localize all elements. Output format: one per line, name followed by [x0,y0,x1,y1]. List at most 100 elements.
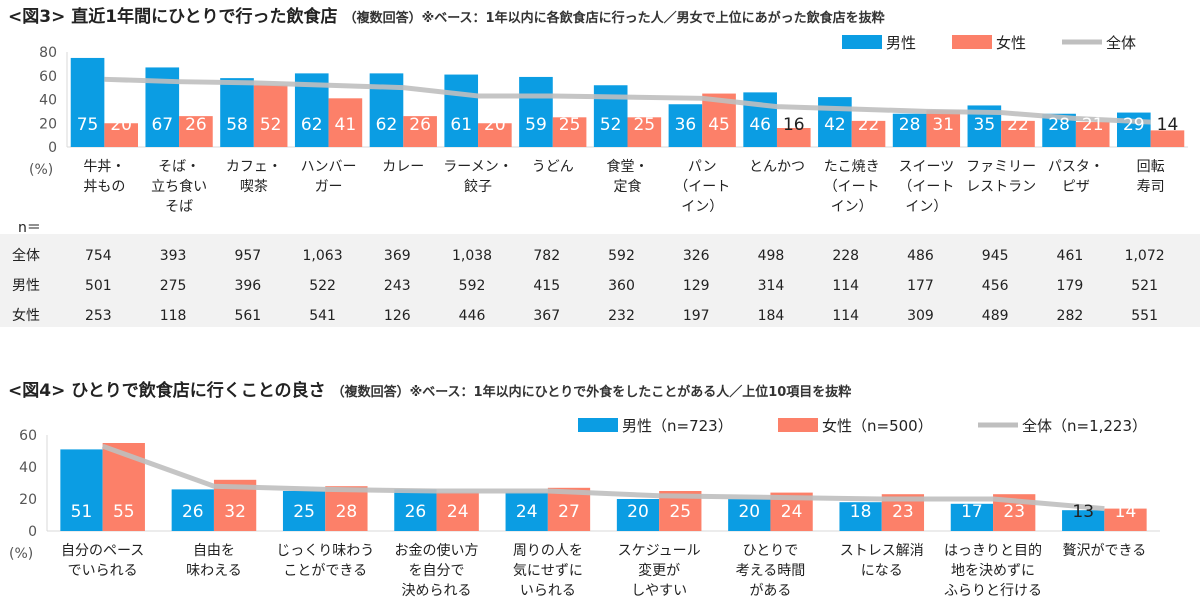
x-tick-label-line: ラーメン・ [443,159,512,175]
table-cell: 177 [907,278,934,294]
table-cell: 282 [1057,308,1084,324]
table-cell: 446 [459,308,486,324]
bar-female [328,98,363,147]
x-tick-label-line: ハンバー [301,159,357,175]
table-cell: 393 [160,248,187,264]
x-tick-label-line: しやすい [631,583,687,599]
data-label: 23 [1003,502,1025,522]
data-label: 17 [961,502,983,522]
legend-item: 男性 [842,34,916,52]
x-tick-label-line: スイーツ [899,159,955,175]
table-cell: 551 [1131,308,1158,324]
x-tick-label-line: たこ焼き [824,159,880,175]
data-label: 14 [1157,115,1179,135]
legend-item: 女性 [952,34,1026,52]
data-label: 52 [600,115,622,135]
table-row-label: 女性 [12,307,40,324]
table-cell: 489 [982,308,1009,324]
x-tick-label-line: うどん [532,159,574,175]
legend-item: 全体（n=1,223） [978,417,1147,435]
data-label: 35 [974,115,996,135]
table-header: n＝ [18,220,41,236]
x-tick-label: とんかつ [749,159,805,175]
x-tick-label-line: 寿司 [1137,178,1165,195]
bar-female [776,128,811,147]
x-tick-label-line: 周りの人を [513,543,583,559]
legend-swatch [842,35,882,49]
sample-size-table: n＝ 全体 754 393 957 1,063 369 1,038 782 592 326 498 22… [0,220,1200,327]
x-tick-label: ラーメン・餃子 [443,159,512,195]
data-label: 24 [516,502,538,522]
x-tick-label-line: カフェ・ [226,159,282,175]
table-cell: 498 [758,248,785,264]
table-cell: 228 [832,248,859,264]
x-tick-label: ファミリーレストラン [966,159,1036,195]
x-tick-label: カフェ・喫茶 [226,159,282,195]
table-cell: 179 [1057,278,1084,294]
legend-item: 全体 [1062,34,1136,52]
y-tick-label: 0 [48,140,57,156]
chart-title: <図4> ひとりで飲食店に行くことの良さ （複数回答）※ベース：1年以内にひとりで… [8,380,851,401]
x-tick-label: スイーツ （イートイン） [898,159,954,215]
x-tick-label: ひとりで考える時間がある [736,543,806,599]
data-label: 22 [858,115,880,135]
x-tick-label: 贅沢ができる [1062,542,1146,559]
y-tick-label: 20 [39,116,57,132]
table-cell: 1,063 [303,248,343,264]
data-label: 24 [447,502,469,522]
bar-male [950,503,994,531]
y-tick-label: 40 [39,93,57,109]
x-tick-label-line: 立ち食い [151,178,207,195]
table-cell: 592 [608,248,635,264]
table-cell: 754 [85,248,112,264]
data-label: 29 [1123,115,1145,135]
legend-item: 男性（n=723） [578,417,733,435]
x-tick-label-line: イン） [681,199,723,215]
y-tick-label: 40 [19,460,37,476]
table-cell: 501 [85,278,112,294]
table-cell: 957 [234,248,261,264]
x-tick-label-line: お金の使い方 [395,542,479,559]
bar-male [70,57,105,147]
bar-male [1062,510,1105,531]
chart-subtitle: （複数回答）※ベース：1年以内にひとりで外食をしたことがある人／上位10項目を抜… [332,384,852,400]
table-cell: 184 [758,308,785,324]
data-label: 25 [293,502,315,522]
table-cell: 126 [384,308,411,324]
x-tick-label-line: でいられる [68,563,138,579]
y-axis-unit: (%) [9,546,33,562]
x-tick-label: 食堂・定食 [607,158,649,195]
x-tick-label-line: 贅沢ができる [1062,542,1146,559]
x-tick-label-line: はっきりと目的 [944,543,1042,559]
x-tick-label-line: レストラン [966,179,1036,195]
table-cell: 369 [384,248,411,264]
bar-female [179,116,213,147]
x-tick-label-line: （イート [824,179,880,195]
data-label: 27 [558,502,580,522]
bar-female [478,123,512,147]
data-label: 46 [749,115,771,135]
bar-female [851,120,886,147]
bar-male [818,97,852,147]
table-cell: 456 [982,278,1009,294]
x-tick-label: うどん [532,159,574,175]
legend-label: 全体 [1106,34,1136,52]
x-tick-label-line: ことができる [283,563,367,579]
data-label: 52 [260,115,282,135]
legend-label: 女性（n=500） [822,417,933,435]
x-tick-label-line: 牛丼・ [83,159,125,175]
data-label: 61 [450,115,472,135]
data-label: 20 [627,502,649,522]
table-cell: 415 [533,278,560,294]
x-tick-label: ハンバーガー [301,159,357,195]
x-tick-label-line: スケジュール [618,543,701,559]
bar-male [282,491,326,531]
x-tick-label: パスタ・ピザ [1048,159,1104,195]
table-cell: 1,072 [1125,248,1165,264]
data-label: 25 [559,115,581,135]
x-tick-label: はっきりと目的地を決めずにふらりと行ける [944,543,1042,599]
table-cell: 197 [683,308,710,324]
x-tick-label: 周りの人を気にせずにいられる [513,543,583,599]
bar-female [627,117,662,147]
data-label: 36 [675,115,697,135]
